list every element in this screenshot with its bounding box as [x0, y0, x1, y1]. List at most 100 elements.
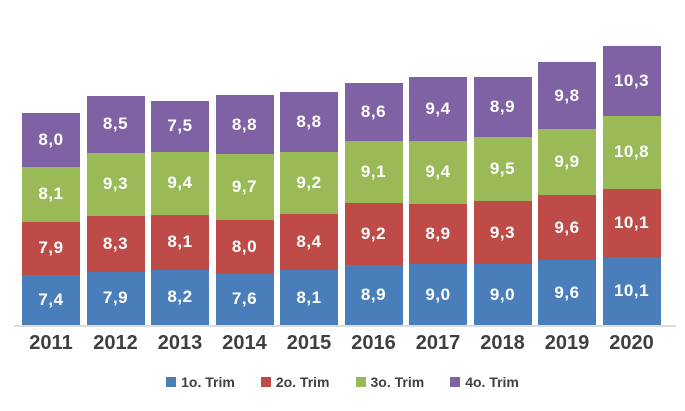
segment-value-label: 9,2	[296, 172, 322, 192]
segment-value-label: 9,4	[425, 162, 451, 182]
bar-segment-2012-series-2[interactable]: 8,3	[86, 215, 145, 272]
bar-segment-2015-series-2[interactable]: 8,4	[280, 213, 338, 271]
bar-segment-2017-series-3[interactable]: 9,4	[409, 140, 467, 205]
bar-2015: 8,1 8,4 9,2 8,8	[280, 92, 338, 325]
bar-segment-2011-series-3[interactable]: 8,1	[22, 167, 80, 222]
bar-segment-2017-series-1[interactable]: 9,0	[409, 264, 467, 325]
x-axis-label-2011: 2011	[29, 332, 73, 354]
segment-value-label: 8,2	[167, 287, 193, 307]
bar-segment-2015-series-4[interactable]: 8,8	[280, 92, 338, 152]
legend-item-4[interactable]: 4o. Trim	[450, 374, 519, 390]
segment-value-label: 9,6	[554, 217, 580, 237]
x-axis-label-2018: 2018	[480, 332, 525, 354]
bar-segment-2020-series-4[interactable]: 10,3	[602, 46, 661, 116]
bar-segment-2012-series-3[interactable]: 9,3	[86, 152, 145, 216]
x-axis-label-2017: 2017	[415, 332, 461, 354]
legend-label: 4o. Trim	[465, 374, 519, 390]
segment-value-label: 8,1	[167, 232, 193, 252]
bar-segment-2016-series-1[interactable]: 8,9	[344, 264, 403, 325]
segment-value-label: 9,7	[231, 176, 258, 196]
segment-value-label: 9,6	[554, 282, 580, 302]
bar-segment-2012-series-1[interactable]: 7,9	[86, 271, 145, 325]
bar-2016: 8,9 9,2 9,1 8,6	[344, 83, 403, 325]
bar-segment-2020-series-2[interactable]: 10,1	[602, 188, 661, 257]
bar-segment-2020-series-1[interactable]: 10,1	[602, 256, 661, 325]
segment-value-label: 9,4	[167, 173, 193, 193]
bar-segment-2020-series-3[interactable]: 10,8	[602, 115, 661, 189]
legend-item-2[interactable]: 2o. Trim	[260, 374, 330, 390]
legend-swatch-icon	[166, 377, 177, 387]
segment-value-label: 9,5	[489, 159, 516, 179]
segment-value-label: 7,5	[167, 116, 193, 136]
segment-value-label: 9,8	[554, 85, 580, 105]
bar-segment-2016-series-4[interactable]: 8,6	[344, 83, 403, 142]
legend-swatch-icon	[450, 377, 461, 387]
bar-segment-2011-series-4[interactable]: 8,0	[22, 113, 80, 168]
segment-value-label: 8,0	[231, 236, 258, 256]
bar-segment-2015-series-1[interactable]: 8,1	[280, 270, 338, 325]
bar-2013: 8,2 8,1 9,4 7,5	[151, 100, 209, 325]
segment-value-label: 8,6	[360, 102, 387, 122]
bar-segment-2014-series-1[interactable]: 7,6	[215, 273, 274, 325]
legend-swatch-icon	[355, 377, 366, 387]
segment-value-label: 9,3	[102, 174, 129, 194]
bar-segment-2017-series-2[interactable]: 8,9	[409, 204, 467, 265]
bar-segment-2015-series-3[interactable]: 9,2	[280, 151, 338, 214]
legend-label: 2o. Trim	[275, 374, 330, 390]
segment-value-label: 10,3	[613, 71, 650, 90]
bar-segment-2019-series-1[interactable]: 9,6	[538, 260, 596, 325]
x-axis-label-2019: 2019	[544, 332, 590, 354]
bar-segment-2013-series-2[interactable]: 8,1	[151, 214, 209, 270]
segment-value-label: 8,3	[102, 233, 129, 253]
segment-value-label: 9,3	[489, 222, 516, 242]
legend-label: 3o. Trim	[370, 374, 425, 390]
segment-value-label: 8,0	[38, 130, 64, 150]
legend-swatch-icon	[260, 377, 271, 387]
segment-value-label: 8,5	[102, 114, 129, 134]
bar-segment-2011-series-2[interactable]: 7,9	[22, 221, 80, 276]
bar-segment-2014-series-4[interactable]: 8,8	[215, 94, 274, 155]
segment-value-label: 9,9	[554, 152, 580, 171]
bar-segment-2018-series-2[interactable]: 9,3	[473, 201, 532, 265]
legend-item-1[interactable]: 1o. Trim	[166, 374, 235, 390]
bar-segment-2016-series-2[interactable]: 9,2	[344, 202, 403, 265]
x-axis-line	[14, 325, 676, 327]
segment-value-label: 8,9	[360, 284, 387, 304]
x-axis-label-2015: 2015	[286, 332, 332, 354]
segment-value-label: 8,9	[489, 97, 516, 117]
x-axis-label-2014: 2014	[222, 332, 267, 354]
bar-segment-2013-series-3[interactable]: 9,4	[151, 151, 209, 215]
x-axis-label-2020: 2020	[609, 332, 654, 354]
bar-segment-2019-series-4[interactable]: 9,8	[538, 62, 596, 129]
bar-segment-2011-series-1[interactable]: 7,4	[22, 275, 80, 325]
bar-2017: 9,0 8,9 9,4 9,4	[409, 77, 467, 325]
bar-segment-2016-series-3[interactable]: 9,1	[344, 141, 403, 203]
segment-value-label: 9,0	[425, 284, 451, 304]
bar-segment-2013-series-4[interactable]: 7,5	[151, 100, 209, 152]
bar-2014: 7,6 8,0 9,7 8,8	[215, 94, 274, 325]
bar-segment-2012-series-4[interactable]: 8,5	[86, 95, 145, 153]
x-axis-label-2016: 2016	[351, 332, 396, 354]
segment-value-label: 8,8	[296, 111, 322, 131]
segment-value-label: 8,1	[38, 184, 64, 204]
bar-segment-2018-series-4[interactable]: 8,9	[473, 77, 532, 138]
bar-segment-2019-series-3[interactable]: 9,9	[538, 128, 596, 196]
bar-segment-2013-series-1[interactable]: 8,2	[151, 269, 209, 325]
segment-value-label: 8,9	[425, 224, 451, 244]
segment-value-label: 9,1	[360, 162, 387, 182]
segment-value-label: 10,1	[613, 280, 650, 300]
bar-segment-2018-series-3[interactable]: 9,5	[473, 137, 532, 202]
bar-segment-2019-series-2[interactable]: 9,6	[538, 195, 596, 261]
segment-value-label: 9,2	[360, 223, 387, 243]
bar-segment-2018-series-1[interactable]: 9,0	[473, 264, 532, 325]
bar-2018: 9,0 9,3 9,5 8,9	[473, 77, 532, 325]
legend-item-3[interactable]: 3o. Trim	[355, 374, 425, 390]
bar-segment-2014-series-3[interactable]: 9,7	[215, 154, 274, 220]
bar-2012: 7,9 8,3 9,3 8,5	[86, 95, 145, 325]
segment-value-label: 8,4	[296, 231, 322, 251]
segment-value-label: 7,4	[38, 290, 64, 310]
bar-segment-2017-series-4[interactable]: 9,4	[409, 77, 467, 141]
bar-segment-2014-series-2[interactable]: 8,0	[215, 219, 274, 274]
segment-value-label: 7,6	[231, 289, 258, 309]
